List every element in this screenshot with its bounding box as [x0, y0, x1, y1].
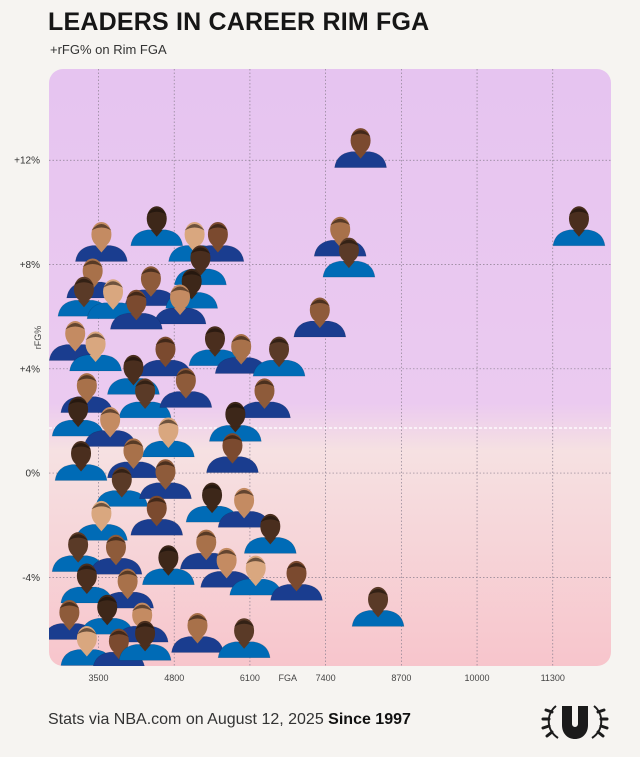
player-point: [322, 237, 376, 278]
player-point: [334, 128, 387, 168]
player-point: [252, 336, 306, 377]
player-point: [110, 289, 163, 330]
player-point: [54, 440, 108, 481]
x-tick-label: 7400: [316, 673, 336, 683]
player-point: [238, 378, 291, 419]
player-point: [270, 560, 323, 601]
y-axis-label: rFG%: [33, 326, 43, 350]
player-point: [130, 206, 184, 247]
player-point: [83, 407, 137, 447]
player-point: [214, 334, 268, 374]
player-point: [209, 401, 262, 442]
scatter-chart: 3500 4800 6100 7400 8700 10000 11300 +12% +8% +4%…: [14, 69, 611, 683]
x-tick-label: 11300: [541, 673, 565, 683]
player-point: [206, 433, 259, 473]
player-point: [243, 513, 297, 554]
player-point: [217, 618, 271, 659]
y-tick-label: +8%: [20, 260, 40, 271]
player-point: [153, 284, 207, 325]
y-tick-label: +4%: [20, 364, 40, 375]
brand-logo: [541, 705, 609, 739]
player-point: [171, 613, 224, 653]
player-point: [159, 367, 213, 408]
player-point: [51, 396, 105, 437]
player-point: [75, 221, 128, 262]
footer-source: Stats via NBA.com on August 12, 2025 Sin…: [48, 711, 411, 729]
player-point: [118, 620, 172, 661]
x-tick-label: 8700: [391, 673, 411, 683]
player-point: [552, 206, 606, 247]
player-point: [217, 487, 271, 528]
x-tick-label: 10000: [465, 673, 490, 683]
u-icon: [562, 706, 588, 739]
player-point: [130, 495, 184, 536]
player-point: [139, 459, 192, 499]
x-tick-label: 4800: [164, 673, 184, 683]
axes: 3500 4800 6100 7400 8700 10000 11300 +12% +8% +4%…: [14, 156, 565, 683]
player-point: [142, 417, 195, 458]
player-point: [229, 555, 283, 596]
chart-title: LEADERS IN CAREER RIM FGA: [48, 8, 430, 36]
y-tick-label: -4%: [22, 573, 40, 584]
x-axis-label: FGA: [279, 673, 298, 683]
player-point: [118, 378, 172, 419]
laurel-right-icon: [591, 705, 603, 739]
player-point: [293, 297, 347, 338]
x-tick-label: 6100: [240, 673, 260, 683]
gridlines: [49, 69, 611, 666]
y-tick-label: 0%: [26, 469, 41, 480]
data-points: [49, 128, 606, 666]
player-point: [351, 586, 405, 627]
since-text: Since 1997: [328, 711, 411, 728]
player-point: [95, 467, 149, 507]
player-point: [51, 532, 105, 572]
chart-subtitle: +rFG% on Rim FGA: [50, 42, 167, 57]
player-point: [69, 331, 122, 372]
laurel-left-icon: [547, 705, 559, 739]
source-text: Stats via NBA.com on August 12, 2025: [48, 711, 324, 728]
player-point: [142, 545, 195, 586]
x-tick-label: 3500: [88, 673, 108, 683]
y-tick-label: +12%: [14, 156, 40, 167]
player-point: [80, 594, 134, 635]
